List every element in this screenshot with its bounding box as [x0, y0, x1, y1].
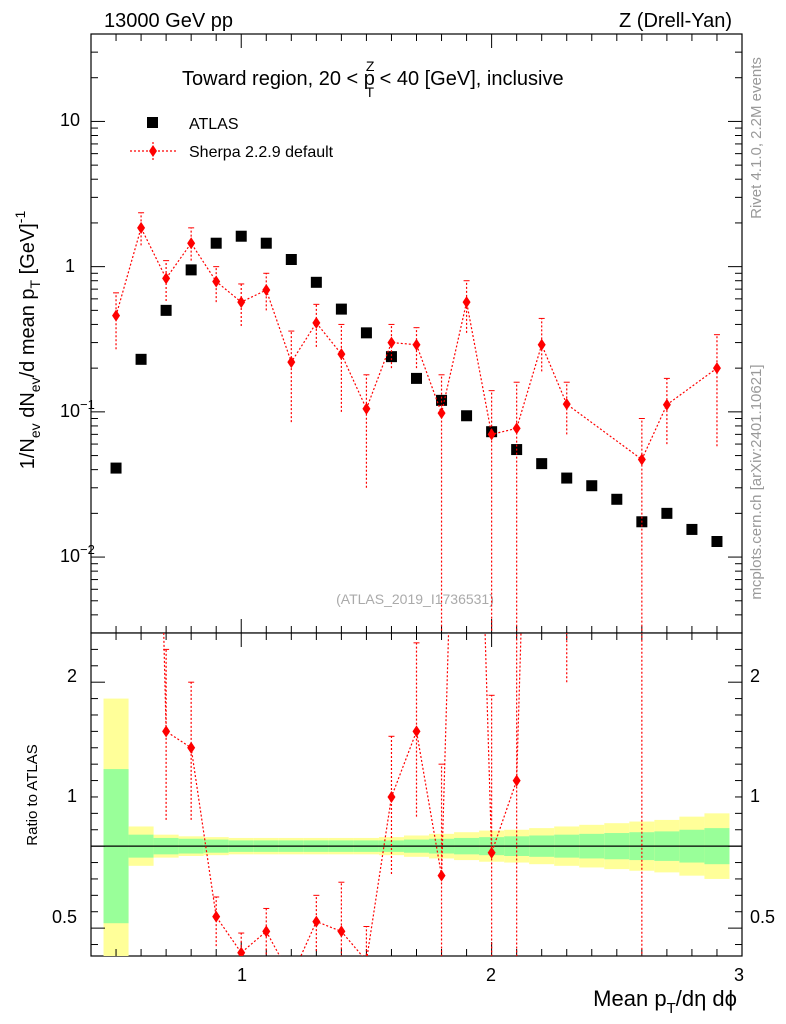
main-ytick-1e-1: 10−1 [60, 397, 95, 421]
sherpa-ratio-point [512, 774, 521, 787]
sherpa-ratio-point [187, 741, 196, 754]
region-title-suffix: < 40 [GeV], inclusive [374, 68, 564, 90]
atlas-point [335, 303, 347, 315]
sherpa-point [337, 348, 346, 361]
rivet-label: Rivet 4.1.0, 2.2M events [748, 57, 765, 219]
ratio-uncertainty-band [91, 698, 742, 956]
legend-label-sherpa: Sherpa 2.2.9 default [189, 144, 334, 161]
atlas-point [135, 353, 147, 365]
sherpa-point [162, 272, 171, 285]
ratio-ytick-2-left: 2 [67, 666, 77, 686]
sherpa-point [137, 221, 146, 234]
atlas-point [711, 536, 723, 548]
main-ytick-1: 1 [65, 256, 75, 276]
mcplots-label: mcplots.cern.ch [arXiv:2401.10621] [748, 364, 765, 599]
legend-marker-atlas [147, 117, 158, 128]
atlas-point [661, 507, 673, 519]
region-title: Toward region, 20 < pZ T < 40 [GeV], incl… [182, 58, 564, 100]
sherpa-ratio-point [365, 954, 368, 956]
sherpa-ratio-point [487, 846, 496, 859]
atlas-point [461, 410, 473, 422]
sherpa-line [115, 226, 718, 461]
sherpa-point [362, 402, 371, 415]
sherpa-point [662, 398, 671, 411]
sherpa-point [562, 398, 571, 411]
sherpa-point [437, 407, 446, 420]
sherpa-point [712, 362, 721, 375]
atlas-point [360, 327, 372, 339]
sherpa-point [212, 275, 221, 288]
sherpa-ratio-point [237, 946, 246, 956]
sherpa-point [237, 296, 246, 309]
main-panel-frame [90, 33, 743, 634]
atlas-point [285, 253, 297, 265]
region-title-prefix: Toward region, 20 < p [182, 68, 375, 90]
atlas-point [110, 462, 122, 474]
atlas-point [686, 523, 698, 535]
sherpa-ratio-point [162, 725, 171, 738]
sherpa-point [412, 338, 421, 351]
sherpa-point [387, 336, 396, 349]
main-series [110, 212, 723, 633]
atlas-point [411, 372, 422, 384]
region-title-sup: Z [366, 58, 375, 74]
x-axis-title: Mean pT/dη dϕ [593, 986, 737, 1017]
ratio-y-axis-title: Ratio to ATLAS [24, 744, 41, 845]
sherpa-point [487, 428, 496, 441]
atlas-point [385, 351, 397, 363]
ratio-ytick-1-right: 1 [750, 786, 760, 806]
main-y-axis-title: 1/Nev dNev/d mean pT [GeV]-1 [12, 211, 43, 470]
sherpa-ratio-point [312, 915, 321, 928]
beam-label: 13000 GeV pp [104, 10, 233, 32]
atlas-point [185, 264, 197, 276]
process-label: Z (Drell-Yan) [619, 10, 732, 32]
ratio-panel-frame [90, 632, 743, 957]
sherpa-ratio-point [212, 910, 221, 923]
sherpa-point [287, 356, 296, 369]
ratio-ytick-1-left: 1 [67, 786, 77, 806]
region-title-sub: T [365, 84, 374, 100]
ratio-ytick-2-right: 2 [750, 666, 760, 686]
ratio-axis-ticks [90, 633, 743, 956]
xtick-2: 2 [486, 965, 496, 985]
atlas-point [436, 394, 448, 406]
atlas-point [586, 480, 598, 492]
atlas-point [536, 458, 548, 470]
atlas-point [260, 237, 272, 249]
main-y-tick-labels: 10−2 10−1 1 10 [60, 110, 95, 566]
sherpa-ratio-point [412, 725, 421, 738]
legend-label-atlas: ATLAS [189, 116, 239, 133]
sherpa-point [112, 309, 121, 322]
main-ytick-10: 10 [60, 110, 80, 130]
sherpa-point [187, 237, 196, 250]
analysis-watermark: (ATLAS_2019_I1736531) [336, 591, 494, 607]
atlas-point [235, 230, 247, 242]
sherpa-point [512, 422, 521, 435]
sherpa-ratio-point [387, 790, 396, 803]
sherpa-point [262, 284, 271, 297]
sherpa-point [312, 316, 321, 329]
sherpa-ratio-line [163, 633, 522, 956]
xtick-3: 3 [734, 965, 744, 985]
sherpa-ratio-point [262, 925, 271, 938]
sherpa-ratio-point [337, 925, 346, 938]
sherpa-point [462, 296, 471, 309]
ratio-series [162, 4, 643, 983]
atlas-point [160, 304, 172, 316]
sherpa-ratio-point [287, 971, 295, 983]
atlas-point [611, 493, 623, 505]
ratio-ytick-05-right: 0.5 [750, 907, 775, 927]
xtick-1: 1 [237, 965, 247, 985]
sherpa-ratio-point [437, 869, 446, 882]
ratio-ytick-05-left: 0.5 [52, 907, 77, 927]
sherpa-point [537, 338, 546, 351]
atlas-point [561, 472, 573, 484]
main-ytick-1e-2: 10−2 [60, 542, 95, 566]
legend-marker-sherpa [149, 145, 157, 157]
atlas-point [210, 237, 222, 249]
sherpa-ratio-point [463, 4, 471, 16]
atlas-point [310, 276, 322, 288]
sherpa-point [637, 453, 646, 466]
